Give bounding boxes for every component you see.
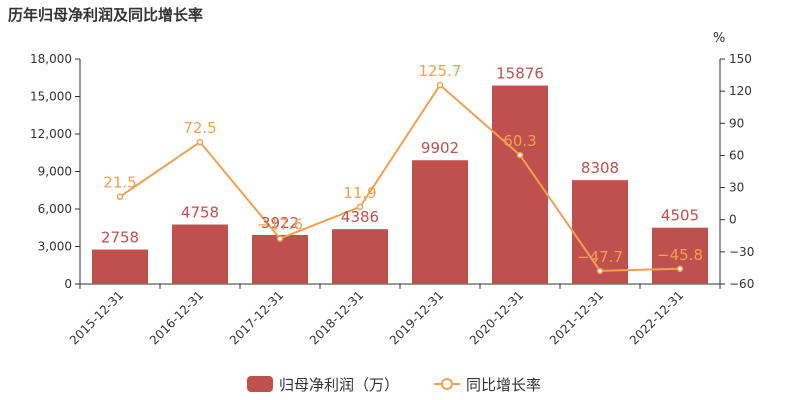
line-value-label: −47.7 bbox=[577, 248, 623, 266]
x-tick-label: 2020-12-31 bbox=[467, 288, 526, 347]
line-value-label: 11.9 bbox=[343, 184, 376, 202]
bar-value-label: 9902 bbox=[421, 139, 459, 157]
right-axis-unit: % bbox=[713, 31, 725, 46]
line-point[interactable] bbox=[356, 203, 364, 211]
line-point[interactable] bbox=[196, 138, 204, 146]
bar[interactable] bbox=[412, 160, 468, 284]
bar-series bbox=[92, 85, 708, 284]
bar[interactable] bbox=[492, 85, 548, 284]
x-tick-label: 2022-12-31 bbox=[627, 288, 686, 347]
bar-value-label: 15876 bbox=[496, 65, 544, 83]
legend-line-label[interactable]: 同比增长率 bbox=[466, 376, 541, 394]
line-value-label: −45.8 bbox=[657, 246, 703, 264]
data-labels: 2758 4758 3922 4386 9902 15876 8308 4505 21.5 72.… bbox=[101, 62, 703, 266]
right-tick-label: −30 bbox=[729, 245, 754, 259]
legend-bar-swatch[interactable] bbox=[247, 376, 273, 392]
left-tick-label: 0 bbox=[64, 277, 72, 291]
right-tick-label: 0 bbox=[729, 213, 737, 227]
line-point[interactable] bbox=[516, 151, 524, 159]
x-tick-label: 2019-12-31 bbox=[387, 288, 446, 347]
line-point[interactable] bbox=[116, 193, 124, 200]
line-point[interactable] bbox=[276, 235, 284, 242]
chart-title: 历年归母净利润及同比增长率 bbox=[8, 6, 203, 24]
x-tick-label: 2016-12-31 bbox=[147, 288, 206, 347]
bar[interactable] bbox=[572, 180, 628, 284]
left-tick-label: 3,000 bbox=[38, 240, 72, 254]
right-tick-label: 30 bbox=[729, 181, 744, 195]
bar-value-label: 2758 bbox=[101, 229, 139, 247]
line-point[interactable] bbox=[596, 267, 604, 275]
right-tick-label: 90 bbox=[729, 116, 744, 130]
line-point[interactable] bbox=[676, 265, 684, 273]
line-value-label: 125.7 bbox=[419, 62, 462, 80]
left-tick-label: 9,000 bbox=[38, 165, 72, 179]
bar[interactable] bbox=[332, 229, 388, 284]
growth-line bbox=[119, 83, 681, 272]
bar[interactable] bbox=[172, 224, 228, 284]
bar[interactable] bbox=[252, 234, 308, 284]
bar-value-label: 4505 bbox=[661, 207, 699, 225]
left-tick-label: 18,000 bbox=[30, 52, 72, 66]
x-tick-label: 2021-12-31 bbox=[547, 288, 606, 347]
left-tick-label: 6,000 bbox=[38, 202, 72, 216]
x-tick-label: 2017-12-31 bbox=[227, 288, 286, 347]
right-tick-label: −60 bbox=[729, 277, 754, 291]
bar-value-label: 4758 bbox=[181, 204, 219, 222]
axes: 0 3,000 6,000 9,000 12,000 15,000 18,000 −60 −30… bbox=[30, 52, 754, 347]
right-tick-label: 60 bbox=[729, 148, 744, 162]
x-tick-label: 2015-12-31 bbox=[67, 288, 126, 347]
bar[interactable] bbox=[92, 249, 148, 284]
line-series bbox=[116, 81, 684, 275]
bar-value-label: 3922 bbox=[261, 214, 299, 232]
legend-line-marker[interactable] bbox=[441, 378, 453, 390]
bar[interactable] bbox=[652, 227, 708, 284]
legend-bar-label[interactable]: 归母净利润（万） bbox=[279, 376, 399, 394]
legend[interactable]: 归母净利润（万） 同比增长率 bbox=[247, 376, 541, 394]
x-tick-label: 2018-12-31 bbox=[307, 288, 366, 347]
left-tick-label: 15,000 bbox=[30, 90, 72, 104]
line-value-label: −17.6 bbox=[257, 216, 303, 234]
right-tick-label: 150 bbox=[729, 52, 752, 66]
line-value-label: 60.3 bbox=[503, 132, 536, 150]
line-value-label: 21.5 bbox=[103, 174, 136, 192]
line-point[interactable] bbox=[436, 81, 444, 89]
bar-value-label: 4386 bbox=[341, 208, 379, 226]
bar-value-label: 8308 bbox=[581, 159, 619, 177]
right-tick-label: 120 bbox=[729, 84, 752, 98]
left-tick-label: 12,000 bbox=[30, 127, 72, 141]
line-value-label: 72.5 bbox=[183, 119, 216, 137]
